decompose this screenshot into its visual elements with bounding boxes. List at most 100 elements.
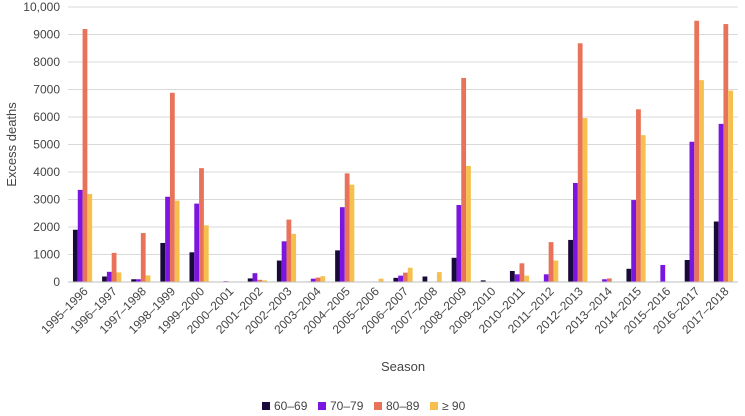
bar: [466, 165, 471, 282]
y-tick-label: 1000: [33, 248, 60, 262]
bar: [582, 118, 588, 282]
y-tick-label: 10,000: [23, 0, 60, 14]
bar: [524, 275, 530, 282]
legend-swatch: [430, 402, 438, 410]
bar: [203, 225, 209, 282]
legend-swatch: [318, 402, 326, 410]
bar: [436, 272, 442, 282]
bar: [713, 221, 719, 282]
bar: [106, 271, 112, 282]
bar: [694, 20, 700, 282]
bar: [451, 257, 457, 282]
y-tick-label: 7000: [33, 83, 60, 97]
bar: [252, 273, 258, 282]
y-tick-label: 3000: [33, 193, 60, 207]
bar: [286, 219, 292, 282]
bar: [281, 241, 287, 282]
bar: [169, 92, 175, 282]
bar: [456, 205, 462, 282]
bar: [140, 233, 146, 282]
x-tick-labels: 1995–19961996–19971997–19981998–19991999…: [38, 284, 731, 337]
bar: [247, 278, 253, 282]
y-tick-label: 0: [53, 275, 60, 289]
bar: [684, 260, 690, 282]
bar: [403, 272, 408, 282]
bar: [660, 264, 666, 282]
bar: [631, 200, 637, 282]
bar: [82, 29, 88, 282]
bar: [77, 189, 83, 282]
bar: [689, 141, 695, 282]
legend-label: ≥ 90: [442, 399, 466, 413]
bar: [718, 123, 724, 282]
bar: [393, 277, 399, 282]
y-axis-title: Excess deaths: [4, 102, 19, 187]
y-tick-label: 9000: [33, 28, 60, 42]
legend-label: 60–69: [274, 399, 308, 413]
bar: [572, 183, 578, 282]
bar: [378, 278, 384, 282]
y-tick-label: 2000: [33, 220, 60, 234]
bar: [335, 250, 340, 282]
bar: [422, 276, 428, 282]
bar: [315, 277, 321, 282]
bar: [344, 173, 350, 282]
bar: [640, 135, 646, 282]
bar: [160, 242, 166, 282]
bar: [194, 203, 200, 282]
bar: [728, 90, 734, 282]
y-tick-label: 6000: [33, 110, 60, 124]
bar: [349, 184, 355, 282]
bar: [339, 207, 345, 282]
bar: [602, 279, 607, 282]
bar: [514, 274, 520, 282]
gridlines: [68, 6, 738, 255]
legend-swatch: [374, 402, 382, 410]
x-axis-title: Season: [381, 359, 425, 374]
bar: [310, 278, 316, 282]
bar: [116, 272, 122, 282]
bars: [72, 20, 734, 283]
bar: [577, 43, 583, 282]
bar: [145, 275, 151, 282]
bar: [199, 168, 204, 282]
bar: [398, 275, 403, 282]
bar: [131, 279, 137, 282]
bar: [543, 274, 549, 282]
bar: [519, 263, 525, 282]
bar: [461, 77, 467, 282]
bar: [165, 196, 170, 282]
bar: [102, 276, 107, 282]
bar: [626, 268, 632, 282]
bar: [320, 276, 326, 282]
bar: [509, 271, 515, 282]
bar: [87, 194, 93, 282]
bar: [548, 242, 554, 282]
bar: [699, 80, 704, 283]
legend-label: 70–79: [330, 399, 364, 413]
legend-label: 80–89: [386, 399, 420, 413]
bar: [174, 200, 180, 282]
bar: [276, 260, 282, 282]
bar: [553, 260, 559, 282]
legend: 60–69 70–79 80–89 ≥ 90: [262, 399, 466, 413]
bar: [636, 109, 641, 282]
bar: [407, 267, 413, 282]
y-tick-labels: 0 1000 2000 3000 4000 5000 6000 7000 8000 9000 10,…: [23, 0, 60, 289]
bar: [136, 279, 141, 282]
y-tick-label: 8000: [33, 55, 60, 69]
bar: [189, 252, 195, 282]
bar: [291, 233, 297, 282]
bar: [723, 24, 729, 283]
y-tick-label: 5000: [33, 138, 60, 152]
bar: [568, 239, 573, 282]
legend-swatch: [262, 402, 270, 410]
bar: [480, 280, 486, 282]
bar: [111, 252, 117, 282]
bar: [606, 278, 612, 282]
y-tick-label: 4000: [33, 165, 60, 179]
bar: [262, 280, 267, 282]
bar: [72, 229, 78, 282]
bar: [257, 279, 263, 282]
